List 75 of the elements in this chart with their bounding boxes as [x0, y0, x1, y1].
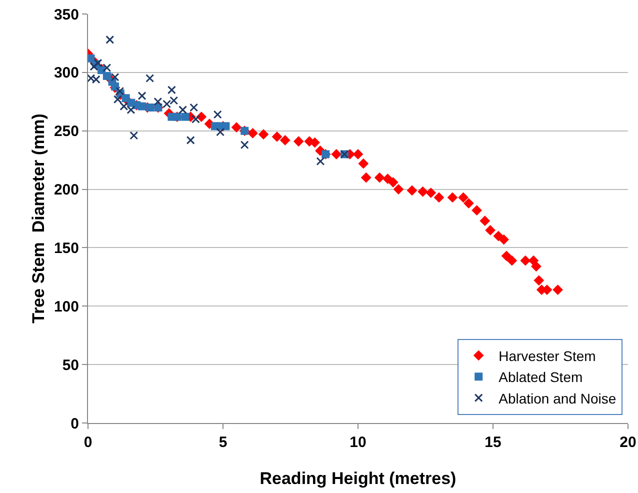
- y-tick-label: 100: [54, 298, 79, 316]
- y-tick-label: 200: [54, 182, 79, 199]
- point: [138, 92, 146, 100]
- point: [216, 128, 225, 136]
- point: [248, 128, 258, 138]
- point: [186, 136, 195, 144]
- point: [146, 103, 154, 112]
- x-tick-label: 10: [350, 434, 366, 451]
- y-tick-label: 300: [54, 64, 79, 82]
- point: [191, 114, 200, 124]
- point: [485, 224, 496, 236]
- point: [213, 110, 222, 119]
- y-tick-label: 250: [54, 123, 79, 140]
- point: [90, 62, 98, 71]
- point: [222, 122, 230, 130]
- point: [501, 250, 512, 262]
- x-tick-label: 20: [620, 434, 636, 451]
- y-tick-label: 350: [54, 6, 79, 24]
- point: [531, 261, 542, 272]
- point: [110, 72, 120, 82]
- point: [231, 122, 242, 133]
- point: [178, 106, 188, 114]
- point: [418, 186, 428, 197]
- point: [120, 102, 128, 111]
- legend-label: Ablated Stem: [498, 369, 583, 386]
- point: [406, 185, 418, 196]
- point: [170, 96, 178, 105]
- point: [146, 74, 154, 83]
- point: [458, 192, 468, 203]
- point: [272, 132, 282, 142]
- point: [552, 284, 563, 295]
- point: [534, 275, 544, 286]
- y-tick-label: 150: [54, 240, 79, 257]
- point: [520, 255, 531, 266]
- point: [280, 135, 290, 146]
- point: [506, 255, 518, 266]
- point: [116, 86, 124, 96]
- y-axis-title: Tree Stem Diameter (mm): [29, 114, 48, 324]
- point: [92, 75, 100, 84]
- point: [102, 72, 111, 80]
- point: [393, 184, 404, 194]
- point: [331, 149, 342, 160]
- point: [434, 192, 444, 203]
- point: [190, 103, 198, 112]
- legend-label: Harvester Stem: [498, 348, 596, 364]
- point: [258, 129, 269, 140]
- x-axis-title: Reading Height (metres): [260, 469, 456, 488]
- x-tick-label: 15: [484, 434, 502, 451]
- y-tick-label: 50: [62, 356, 79, 374]
- point: [102, 64, 112, 72]
- point: [388, 177, 398, 188]
- point: [426, 188, 436, 198]
- point: [480, 216, 490, 226]
- x-tick-label: 5: [218, 434, 228, 451]
- point: [464, 198, 474, 209]
- point: [498, 234, 509, 245]
- point: [447, 192, 458, 203]
- point: [316, 156, 325, 166]
- point: [358, 158, 369, 169]
- point: [293, 136, 304, 147]
- point: [126, 106, 136, 114]
- point: [106, 35, 114, 44]
- point: [360, 172, 372, 183]
- point: [113, 95, 122, 104]
- point: [138, 102, 146, 110]
- y-tick-label: 0: [70, 415, 79, 432]
- legend-label: Ablation and Noise: [498, 390, 616, 406]
- point: [167, 86, 176, 94]
- point: [352, 149, 364, 160]
- point: [374, 172, 385, 183]
- x-tick-label: 0: [84, 434, 92, 451]
- point: [181, 112, 190, 121]
- point: [472, 205, 482, 216]
- point: [240, 140, 249, 150]
- point: [130, 131, 138, 140]
